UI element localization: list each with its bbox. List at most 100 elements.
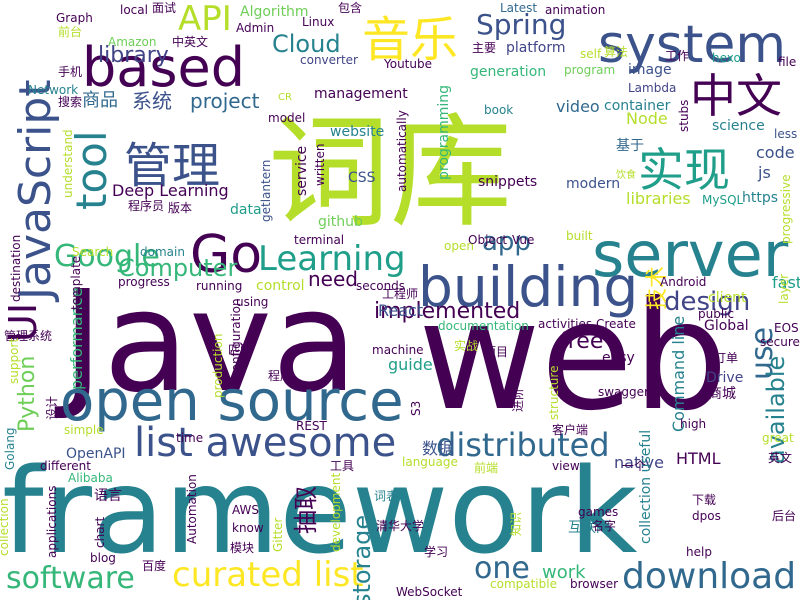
word-cjk-159: 客户端: [552, 422, 588, 437]
word-progressive: progressive: [779, 174, 793, 244]
word-websocket: WebSocket: [396, 585, 463, 599]
word-terminal: terminal: [294, 233, 344, 247]
word-native: native: [614, 453, 664, 472]
word-cr: CR: [278, 92, 292, 103]
word-cjk-67: 数据: [422, 439, 454, 458]
word-need: need: [308, 267, 358, 291]
word-rest: REST: [296, 419, 328, 433]
word-machine: machine: [372, 343, 424, 357]
word-management: management: [314, 86, 408, 102]
word-drive: Drive: [706, 370, 743, 386]
word-android: Android: [660, 275, 706, 289]
word-cjk-143: 管理系统: [4, 328, 52, 343]
word-libraries: libraries: [626, 189, 691, 208]
word-written: written: [313, 144, 327, 186]
word-time: time: [176, 431, 203, 445]
word-cjk-90: 面试: [152, 0, 176, 15]
word-progress: progress: [118, 275, 170, 289]
word-s3: S3: [409, 401, 423, 416]
word-software: software: [6, 561, 135, 596]
word-automatically: automatically: [395, 110, 409, 192]
word-list-awesome: list awesome: [134, 420, 396, 466]
word-compatible: compatible: [490, 577, 557, 591]
word-converter: converter: [300, 53, 358, 67]
word-js: js: [757, 163, 771, 182]
word-one: one: [474, 551, 530, 586]
word-based: based: [82, 36, 245, 99]
word-vue: Vue: [512, 233, 534, 247]
word-service: service: [294, 146, 310, 196]
word-cjk-3: 词库: [268, 102, 512, 244]
word-platform: platform: [506, 40, 566, 56]
word-javascript: JavaScript: [10, 79, 61, 303]
word-cjk-43: 商品: [82, 90, 118, 111]
word-cjk-178: 模块: [230, 541, 254, 555]
word-admin: Admin: [236, 21, 274, 35]
word-cjk-14: 管理: [124, 138, 220, 194]
word-use: use: [745, 327, 780, 380]
word-react: React: [378, 301, 423, 320]
word-cjk-146: 程序: [268, 368, 292, 383]
word-mysql: MySQL: [702, 193, 744, 207]
word-activities: activities: [538, 317, 592, 331]
word-know: know: [232, 521, 264, 535]
word-tool: tool: [67, 130, 116, 210]
word-cjk-101: 主要: [472, 41, 496, 55]
word-aws: AWS: [232, 503, 259, 517]
word-running: running: [196, 279, 242, 293]
word-css: CSS: [348, 170, 376, 186]
word-understand: understand: [61, 129, 75, 198]
word-browser: browser: [570, 577, 618, 591]
word-cjk-173: 语言: [94, 488, 122, 504]
word-cjk-149: 项目: [484, 345, 508, 359]
word-image: image: [628, 62, 672, 78]
word-amazon: Amazon: [108, 35, 157, 49]
word-view: view: [552, 459, 580, 473]
word-template: template: [69, 256, 83, 310]
word-cjk-145: 匹配: [228, 343, 252, 357]
word-structure: structure: [547, 366, 561, 420]
word-local: local: [120, 3, 148, 17]
word-eos: EOS: [774, 321, 799, 335]
word-cjk-174: 词表: [374, 489, 398, 503]
word-cjk-170: 一个: [622, 459, 646, 473]
word-cjk-69: 互联网: [568, 520, 610, 536]
word-cjk-180: 清华大学: [376, 518, 424, 533]
word-self: self: [580, 47, 602, 61]
word-snippets: snippets: [478, 174, 537, 190]
word-performance: performance: [67, 288, 86, 390]
word-games: games: [578, 505, 618, 519]
word-cjk-156: 进阶: [511, 388, 525, 412]
word-create: Create: [596, 317, 636, 331]
word-cjk-17: 音乐: [362, 12, 458, 68]
word-algorithm: Algorithm: [240, 4, 309, 20]
word-science: science: [712, 118, 765, 134]
word-open: open: [444, 239, 474, 253]
word-alibaba: Alibaba: [68, 471, 113, 485]
word-distributed: distributed: [436, 426, 610, 464]
word-openapi: OpenAPI: [66, 446, 126, 462]
word-latest: Latest: [500, 1, 537, 15]
word-easy: easy: [602, 350, 635, 366]
word-cjk-147: 实战: [454, 338, 478, 353]
word-different: different: [40, 459, 91, 473]
word-domain: domain: [140, 245, 185, 259]
word-stubs: stubs: [677, 100, 691, 132]
word-book: book: [484, 103, 513, 117]
word-container: container: [604, 98, 671, 114]
word-fast: fast: [772, 273, 800, 292]
word-design: design: [664, 287, 750, 317]
word-collection-useful: collection useful: [638, 430, 654, 544]
word-gitter: Gitter: [271, 518, 285, 552]
word-cjk-171: 英文: [768, 450, 792, 465]
word-hexo: hexo: [712, 51, 741, 65]
word-video: video: [556, 97, 600, 116]
word-configuration: configuration: [229, 298, 243, 378]
word-cloud: Cloud: [272, 30, 341, 58]
word-building: building: [418, 255, 638, 319]
word-cjk-65: 基于: [616, 137, 644, 154]
word-cjk-72: 程序员: [128, 198, 164, 213]
word-deep-learning: Deep Learning: [112, 181, 229, 200]
word-cjk-182: 知识: [509, 512, 523, 536]
